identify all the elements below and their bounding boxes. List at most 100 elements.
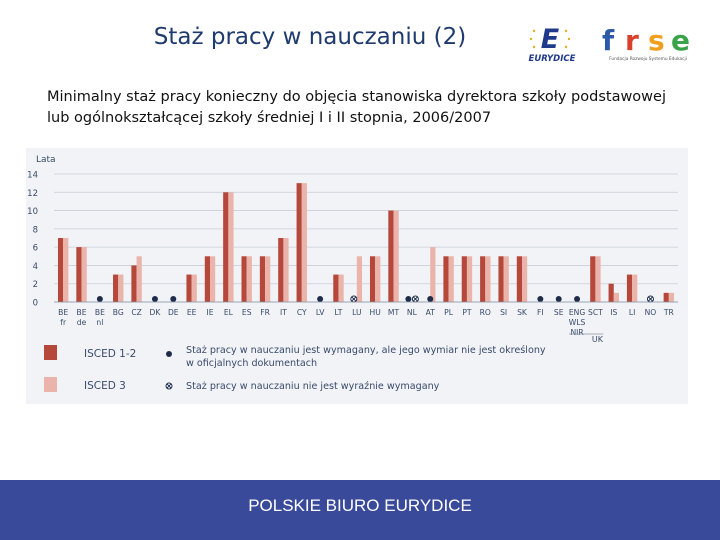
marker-dot <box>574 296 581 302</box>
bar-isced12 <box>498 256 504 302</box>
x-tick-label: PT <box>462 308 472 317</box>
bar-isced3 <box>613 292 619 302</box>
x-tick-label: nl <box>96 318 103 327</box>
marker-dot <box>317 296 324 302</box>
x-tick-label: TR <box>663 308 675 317</box>
bar-isced12 <box>241 256 247 302</box>
x-tick-label: SE <box>554 308 564 317</box>
marker-dot <box>170 296 177 302</box>
x-tick-label: PL <box>444 308 454 317</box>
x-tick-label: LU <box>352 308 361 317</box>
bar-isced12 <box>113 274 119 302</box>
bar-isced3 <box>63 238 69 302</box>
bar-isced12 <box>388 210 394 302</box>
frse-letter-f: f <box>602 26 615 57</box>
x-tick-label: HU <box>370 308 381 317</box>
bar-isced12 <box>76 247 82 302</box>
bar-isced3 <box>210 256 216 302</box>
frse-logo: f r s e Fundacja Rozwoju Systemu Edukacj… <box>602 26 690 62</box>
x-tick-label: LI <box>629 308 635 317</box>
x-tick-label: EE <box>187 308 197 317</box>
marker-not-required-cross <box>351 296 357 302</box>
x-tick-label: IT <box>280 308 287 317</box>
bar-isced12 <box>57 238 64 302</box>
x-tick-label: WLS <box>569 318 586 327</box>
x-tick-label: IE <box>206 308 213 317</box>
bar-isced12 <box>278 238 284 302</box>
bar-isced3 <box>393 210 399 302</box>
x-tick-label: FR <box>260 308 270 317</box>
x-tick-label: MT <box>388 308 400 317</box>
bar-isced12 <box>333 274 339 302</box>
x-tick-label: NL <box>407 308 418 317</box>
bar-isced3 <box>522 256 528 302</box>
legend-label-isced3: ISCED 3 <box>84 380 126 392</box>
x-tick-label: de <box>77 318 87 327</box>
eurydice-logo: E EURYDICE <box>529 24 576 64</box>
bar-isced3 <box>338 274 344 302</box>
legend-label-dot-line2: w oficjalnych dokumentach <box>186 358 317 369</box>
x-tick-label: DE <box>168 308 179 317</box>
bar-isced3 <box>448 256 454 302</box>
y-tick-label: 10 <box>27 207 38 217</box>
bar-isced12 <box>204 256 210 302</box>
bar-isced12 <box>608 283 614 302</box>
frse-letter-s: s <box>648 26 665 57</box>
bar-isced3 <box>356 256 363 302</box>
bar-isced12 <box>516 256 522 302</box>
bar-isced3 <box>668 292 675 302</box>
x-tick-label: IS <box>610 308 617 317</box>
legend-label-dot-line1: Staż pracy w nauczaniu jest wymagany, al… <box>186 344 546 356</box>
bar-isced12 <box>296 183 302 302</box>
x-tick-label: BE <box>95 308 105 317</box>
x-tick-label: LV <box>316 308 325 317</box>
bar-isced3 <box>246 256 252 302</box>
marker-dot <box>96 296 103 302</box>
y-tick-label: 6 <box>33 244 38 254</box>
bar-isced3 <box>118 274 124 302</box>
bar-isced3 <box>191 274 197 302</box>
x-tick-label: CY <box>297 308 307 317</box>
bar-isced3 <box>81 247 87 302</box>
marker-dot <box>555 296 562 302</box>
group-label: UK <box>592 335 604 344</box>
y-tick-label: 14 <box>27 171 38 181</box>
x-tick-label: ENG <box>569 308 585 317</box>
bar-isced12 <box>223 192 229 302</box>
bar-isced3 <box>503 256 509 302</box>
marker-dot <box>151 296 158 302</box>
bar-isced3 <box>283 238 289 302</box>
x-tick-label: RO <box>480 308 491 317</box>
legend-swatch-isced3 <box>44 377 57 392</box>
bar-isced12 <box>131 265 137 302</box>
bar-isced12 <box>590 256 596 302</box>
x-tick-label: fr <box>60 318 67 327</box>
x-tick-label: DK <box>150 308 162 317</box>
bar-isced3 <box>632 274 638 302</box>
bar-isced12 <box>259 256 266 302</box>
frse-letter-r: r <box>625 26 639 57</box>
marker-not-required-cross <box>648 296 653 302</box>
frse-tagline: Fundacja Rozwoju Systemu Edukacji <box>609 56 687 62</box>
bar-isced3 <box>466 256 473 302</box>
chart-subtitle: Minimalny staż pracy konieczny do objęci… <box>47 89 666 126</box>
x-tick-label: EL <box>224 308 234 317</box>
x-tick-label: BE <box>77 308 87 317</box>
bar-isced12 <box>663 292 669 302</box>
bar-isced12 <box>626 274 633 302</box>
frse-letter-e: e <box>671 26 690 57</box>
y-tick-label: 0 <box>33 299 38 309</box>
footer-text: POLSKIE BIURO EURYDICE <box>248 496 472 515</box>
x-tick-label: BE <box>58 308 68 317</box>
page-title: Staż pracy w nauczaniu (2) <box>153 24 467 50</box>
eurydice-logo-letter: E <box>541 24 560 55</box>
marker-not-required-cross <box>413 296 418 302</box>
x-tick-label: LT <box>335 308 343 317</box>
y-axis-label: Lata <box>36 155 56 165</box>
bar-isced12 <box>461 256 467 302</box>
legend-label-not-required: Staż pracy w nauczaniu nie jest wyraźnie… <box>186 380 440 392</box>
marker-dot <box>537 296 544 302</box>
legend-not-required-cross <box>166 383 172 389</box>
bar-isced3 <box>265 256 271 302</box>
